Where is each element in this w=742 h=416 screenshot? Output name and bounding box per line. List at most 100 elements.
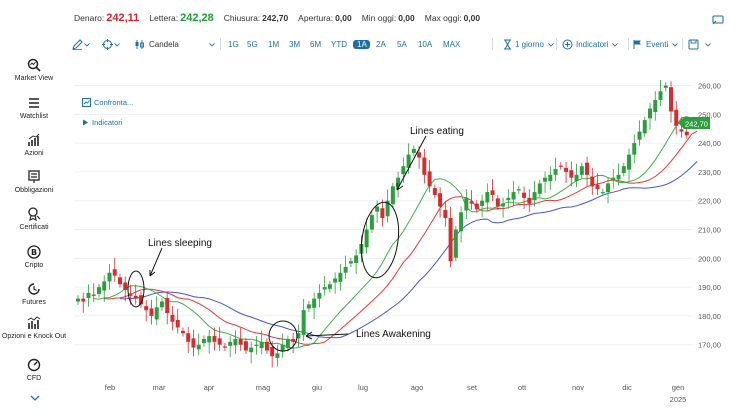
candle-body — [543, 177, 548, 182]
candle-body — [270, 347, 275, 357]
chart-type-label: Candela — [149, 39, 179, 49]
candle-body — [76, 298, 80, 302]
crosshair-button[interactable] — [102, 36, 121, 52]
candle-body — [401, 166, 406, 175]
sidebar-item-cfd[interactable]: CFD — [0, 358, 68, 383]
timeframe-6m[interactable]: 6M — [310, 39, 322, 49]
candle-body — [490, 190, 495, 195]
candle-body — [96, 287, 101, 295]
candle-body — [396, 177, 401, 187]
timeframe-2a[interactable]: 2A — [376, 39, 386, 49]
eating-arrowhead — [396, 183, 404, 191]
ask-label: Lettera: — [149, 13, 179, 23]
candle-body — [506, 197, 511, 201]
timeframe-3m[interactable]: 3M — [289, 39, 301, 49]
timeframe-max[interactable]: MAX — [443, 39, 461, 49]
candle-body — [264, 341, 269, 351]
price-badge-label: 242,70 — [685, 120, 708, 129]
indicators-toggle-label: Indicatori — [92, 118, 123, 127]
candle-body — [663, 85, 668, 88]
candle-body — [390, 186, 395, 205]
sidebar-item-certificati[interactable]: Certificati — [0, 207, 68, 232]
candle-body — [480, 200, 485, 206]
sidebar-item-opzioni[interactable]: Opzioni e Knock Out — [0, 316, 68, 341]
save-icon — [688, 39, 699, 49]
x-tick-label: mar — [153, 383, 166, 392]
candle-body — [306, 304, 311, 309]
open-label: Apertura: — [298, 13, 334, 23]
candle-body — [191, 338, 196, 348]
candle-body — [674, 109, 679, 126]
timeframe-5a[interactable]: 5A — [397, 39, 407, 49]
indicators-menu[interactable]: Indicatori — [562, 36, 619, 52]
chevron-down-icon[interactable] — [30, 394, 40, 402]
crosshair-icon — [102, 38, 113, 50]
candle-body — [501, 203, 506, 207]
sidebar-label: Cripto — [24, 262, 44, 269]
y-tick-label: 170,00 — [698, 341, 721, 350]
candle-body — [658, 91, 663, 100]
y-tick-label: 190,00 — [698, 283, 721, 292]
events-menu[interactable]: Eventi — [632, 36, 679, 52]
sidebar-item-obbligazioni[interactable]: Obbligazioni — [0, 170, 68, 195]
chevron-down-icon — [209, 42, 215, 47]
sidebar-item-azioni[interactable]: Azioni — [0, 133, 68, 158]
timeframe-10a[interactable]: 10A — [418, 39, 433, 49]
awakening-arrow — [305, 333, 349, 337]
y-tick-label: 180,00 — [698, 312, 721, 321]
cast-screen-icon[interactable] — [712, 15, 724, 25]
candle-body — [627, 154, 632, 170]
compare-link[interactable]: Confronta... — [82, 98, 133, 107]
bid-value: 242,11 — [106, 12, 140, 24]
caret-right-icon — [83, 119, 88, 126]
alligator-lines — [93, 116, 698, 349]
candle-body — [280, 344, 285, 352]
candle-body — [684, 131, 689, 136]
eating-circle — [360, 201, 400, 279]
annotation-layer: Lines sleeping Lines eating Lines Awaken… — [127, 126, 464, 352]
gauge-icon — [27, 358, 41, 372]
timeframe-1a[interactable]: 1A — [353, 39, 370, 49]
candle-body — [259, 341, 264, 349]
candle-body — [369, 215, 374, 230]
chart-type-select[interactable]: Candela — [134, 36, 216, 52]
open-quote: Apertura: 0,00 — [298, 13, 352, 23]
timeframe-5g[interactable]: 5G — [247, 39, 258, 49]
candle-body — [238, 338, 243, 345]
candle-body — [527, 197, 532, 204]
sidebar-label: Opzioni e Knock Out — [1, 333, 67, 340]
candle-body — [217, 338, 222, 345]
timeframe-1g[interactable]: 1G — [228, 39, 239, 49]
sidebar-label: Market View — [14, 75, 54, 82]
sidebar-item-futures[interactable]: Futures — [0, 282, 68, 307]
candle-body — [632, 143, 637, 155]
x-tick-label: lug — [358, 383, 368, 392]
timeframe-ytd[interactable]: YTD — [331, 39, 347, 49]
price-badge-shape — [678, 117, 710, 129]
sidebar-item-market-view[interactable]: Market View — [0, 58, 68, 83]
candle-body — [301, 310, 306, 335]
candle-body — [522, 192, 527, 198]
low-quote: Min oggi: 0,00 — [362, 13, 415, 23]
sidebar-item-cripto[interactable]: B Cripto — [0, 245, 68, 270]
x-tick-label: dic — [622, 383, 632, 392]
interval-select[interactable]: 1 giorno — [502, 36, 555, 52]
chart-area[interactable]: 170,00 180,00 190,00 200,00 210,00 220,00 230,… — [70, 62, 738, 416]
timeframe-1m[interactable]: 1M — [268, 39, 280, 49]
candle-body — [212, 336, 217, 342]
price-chart[interactable]: 170,00 180,00 190,00 200,00 210,00 220,00 230,… — [70, 62, 738, 416]
candle-body — [196, 344, 201, 350]
indicators-toggle[interactable]: Indicatori — [82, 118, 122, 127]
sidebar-item-watchlist[interactable]: Watchlist — [0, 96, 68, 121]
candle-body — [380, 208, 385, 218]
draw-tool-button[interactable] — [72, 36, 91, 52]
candle-body — [222, 346, 227, 348]
candle-body — [548, 174, 553, 182]
toolbar-divider — [220, 38, 221, 50]
sleeping-circle — [127, 270, 145, 308]
candle-body — [422, 157, 427, 175]
flag-icon — [633, 39, 641, 49]
compare-icon — [82, 98, 91, 107]
alligator-lips-line — [93, 116, 698, 349]
save-menu[interactable] — [688, 36, 712, 52]
